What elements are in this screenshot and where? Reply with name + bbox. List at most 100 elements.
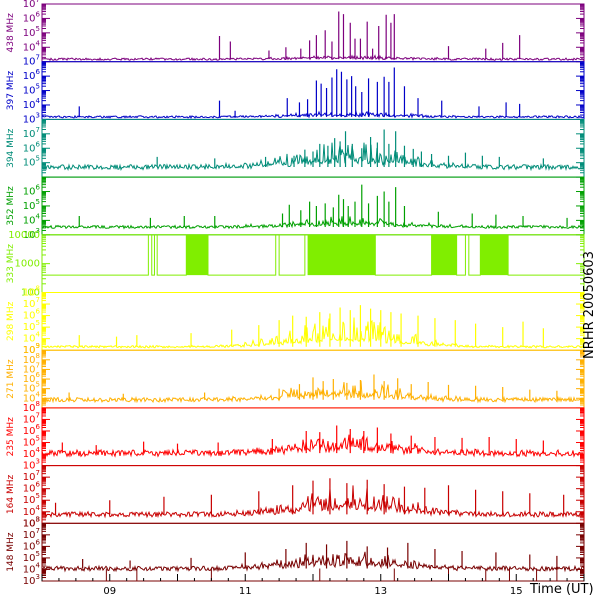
y-tick-label: 107 — [23, 296, 40, 310]
frequency-label: 235 MHz — [6, 417, 16, 457]
frequency-label: 333 MHz — [6, 244, 16, 284]
y-tick-exponent: 4 — [36, 446, 41, 454]
y-tick-exponent: 6 — [36, 10, 41, 18]
y-tick-label: 106 — [23, 308, 41, 322]
x-tick-label: 09 — [103, 586, 116, 597]
y-tick-base: 10 — [23, 311, 36, 322]
y-tick-exponent: 5 — [36, 155, 40, 163]
y-tick-exponent: 5 — [36, 83, 40, 91]
panel-frame — [41, 407, 585, 467]
y-tick-base: 1000 — [15, 259, 40, 270]
y-tick-exponent: 7 — [36, 0, 40, 4]
y-tick-exponent: 6 — [36, 371, 41, 379]
panel-plot — [42, 234, 584, 276]
y-tick-label: 107 — [23, 361, 40, 375]
y-tick-base: 10 — [23, 461, 36, 472]
y-tick-label: 107 — [23, 0, 40, 10]
y-tick-exponent: 5 — [36, 198, 40, 206]
y-tick-label: 100 — [21, 288, 40, 299]
series-line — [42, 317, 584, 349]
frequency-label: 394 MHz — [6, 128, 16, 168]
y-tick-base: 10 — [23, 414, 36, 425]
dense-burst-block — [186, 234, 208, 276]
y-tick-exponent: 5 — [36, 492, 40, 500]
y-tick-base: 10 — [23, 364, 36, 375]
frequency-label: 397 MHz — [6, 71, 16, 111]
y-tick-exponent: 6 — [36, 184, 41, 192]
y-tick-label: 1000 — [15, 259, 40, 270]
x-tick-label: 15 — [510, 586, 523, 597]
y-tick-exponent: 4 — [36, 390, 41, 398]
y-tick-label: 106 — [23, 68, 41, 82]
frequency-label: 352 MHz — [6, 186, 16, 226]
y-tick-label: 104 — [23, 97, 41, 111]
series-line — [42, 551, 584, 573]
y-tick-exponent: 6 — [36, 481, 41, 489]
y-tick-label: 104 — [23, 39, 41, 53]
y-tick-exponent: 3 — [36, 573, 40, 581]
y-tick-exponent: 7 — [36, 296, 40, 304]
frequency-label: 298 MHz — [6, 301, 16, 341]
y-tick-label: 107 — [23, 411, 40, 425]
y-tick-label: 106 — [23, 184, 41, 198]
y-tick-label: 106 — [23, 371, 41, 385]
frequency-label: 438 MHz — [6, 13, 16, 53]
y-tick-base: 10 — [23, 345, 36, 356]
series-line — [42, 434, 584, 458]
y-tick-exponent: 6 — [36, 538, 41, 546]
y-tick-label: 107 — [23, 126, 40, 140]
y-tick-base: 10 — [23, 374, 36, 385]
panel-plot — [42, 374, 584, 404]
y-tick-label: 105 — [23, 319, 40, 333]
y-tick-exponent: 3 — [36, 227, 40, 235]
panel-plot — [42, 67, 584, 119]
y-tick-label: 107 — [23, 469, 40, 483]
y-tick-label: 105 — [23, 492, 40, 506]
y-tick-exponent: 6 — [36, 140, 41, 148]
y-tick-label: 106 — [23, 10, 41, 24]
y-tick-label: 103 — [23, 342, 40, 356]
y-tick-label: 108 — [23, 515, 40, 529]
y-tick-base: 10 — [23, 158, 36, 169]
x-tick-label: 11 — [239, 586, 252, 597]
y-tick-exponent: 4 — [36, 561, 41, 569]
y-tick-label: 104 — [23, 390, 41, 404]
y-tick-exponent: 8 — [36, 515, 40, 523]
y-tick-base: 10 — [23, 438, 36, 449]
y-tick-label: 105 — [23, 25, 40, 39]
y-tick-base: 100 — [21, 288, 40, 299]
panel-plot — [42, 425, 584, 458]
y-tick-label: 106 — [23, 538, 41, 552]
y-tick-base: 10 — [23, 384, 36, 395]
y-tick-exponent: 6 — [36, 308, 41, 316]
y-tick-label: 106 — [23, 140, 41, 154]
y-tick-exponent: 8 — [36, 400, 40, 408]
series-line — [42, 234, 584, 276]
panel-frame — [41, 522, 585, 582]
y-tick-exponent: 3 — [36, 458, 40, 466]
y-tick-exponent: 7 — [36, 411, 40, 419]
frequency-label: 164 MHz — [6, 475, 16, 515]
y-tick-base: 10 — [23, 187, 36, 198]
y-tick-base: 10000 — [8, 230, 40, 241]
y-tick-label: 104 — [23, 331, 41, 345]
x-axis-label: Time (UT) — [529, 582, 594, 597]
y-tick-label: 105 — [23, 435, 40, 449]
y-tick-exponent: 7 — [36, 126, 40, 134]
y-tick-base: 10 — [23, 100, 36, 111]
y-tick-exponent: 4 — [36, 39, 41, 47]
x-tick-label: 13 — [374, 586, 387, 597]
y-tick-label: 105 — [23, 381, 40, 395]
y-tick-base: 10 — [23, 71, 36, 82]
y-tick-exponent: 8 — [36, 285, 40, 293]
panel-333-mhz: 10000 1000 100 333 MHz — [6, 230, 585, 299]
y-tick-label: 104 — [23, 446, 41, 460]
y-tick-label: 105 — [23, 198, 40, 212]
y-tick-exponent: 4 — [36, 331, 41, 339]
